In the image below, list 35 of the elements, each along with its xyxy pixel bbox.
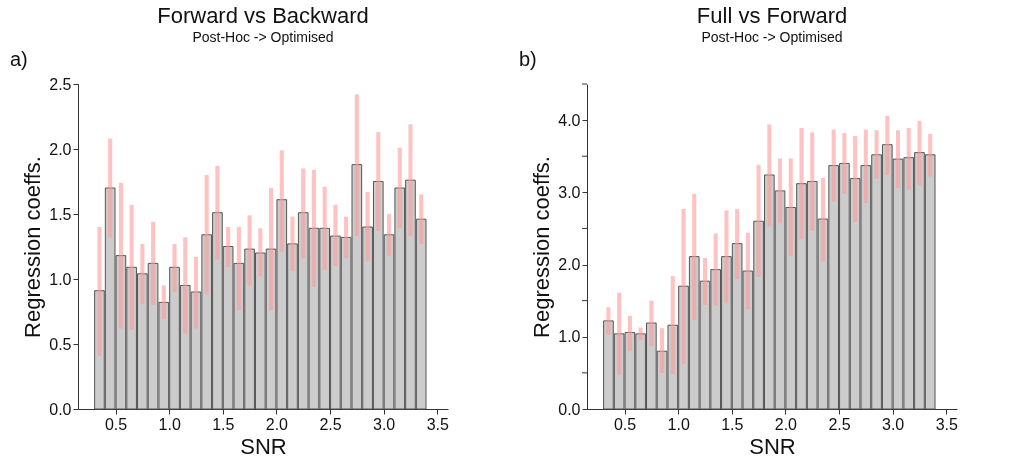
y-axis-title: Regression coeffs. bbox=[529, 156, 555, 338]
text: a) bbox=[10, 48, 28, 70]
x-tick-label: 1.0 bbox=[667, 415, 690, 433]
y-tick-label: 2.5 bbox=[49, 75, 72, 93]
chart-subtitle: Post-Hoc -> Optimised bbox=[192, 29, 334, 45]
y-tick-label: 4.0 bbox=[558, 111, 581, 129]
y-tick-label: 0.0 bbox=[49, 400, 72, 418]
x-axis-title: SNR bbox=[749, 433, 796, 459]
x-tick-label: 3.0 bbox=[882, 415, 905, 433]
y-tick-label: 1.0 bbox=[49, 270, 72, 288]
x-tick-label: 0.5 bbox=[613, 415, 637, 433]
x-tick-label: 0.5 bbox=[104, 415, 128, 433]
y-tick-label: 1.5 bbox=[49, 205, 72, 223]
y-axis-title: Regression coeffs. bbox=[20, 156, 46, 338]
x-tick-label: 2.0 bbox=[265, 415, 289, 433]
x-tick-label: 1.0 bbox=[158, 415, 181, 433]
y-tick-label: 2.0 bbox=[558, 256, 581, 274]
y-tick-label: 2.0 bbox=[49, 140, 72, 158]
x-tick-label: 3.5 bbox=[935, 415, 958, 433]
x-tick-label: 3.5 bbox=[426, 415, 449, 433]
x-axis-title: SNR bbox=[240, 433, 287, 459]
x-tick-label: 2.0 bbox=[774, 415, 798, 433]
y-tick-label: 1.0 bbox=[558, 328, 581, 346]
x-tick-label: 3.0 bbox=[373, 415, 396, 433]
chart-subtitle: Post-Hoc -> Optimised bbox=[701, 29, 843, 45]
x-tick-label: 1.5 bbox=[212, 415, 235, 433]
x-tick-label: 2.5 bbox=[828, 415, 851, 433]
chart-title: Forward vs Backward bbox=[157, 3, 369, 28]
x-tick-label: 2.5 bbox=[319, 415, 342, 433]
x-tick-label: 1.5 bbox=[721, 415, 744, 433]
chart-title: Full vs Forward bbox=[696, 3, 848, 28]
text: b) bbox=[519, 48, 537, 70]
y-tick-label: 0.0 bbox=[558, 400, 581, 418]
y-tick-label: 3.0 bbox=[558, 183, 581, 201]
y-tick-label: 0.5 bbox=[49, 335, 72, 353]
